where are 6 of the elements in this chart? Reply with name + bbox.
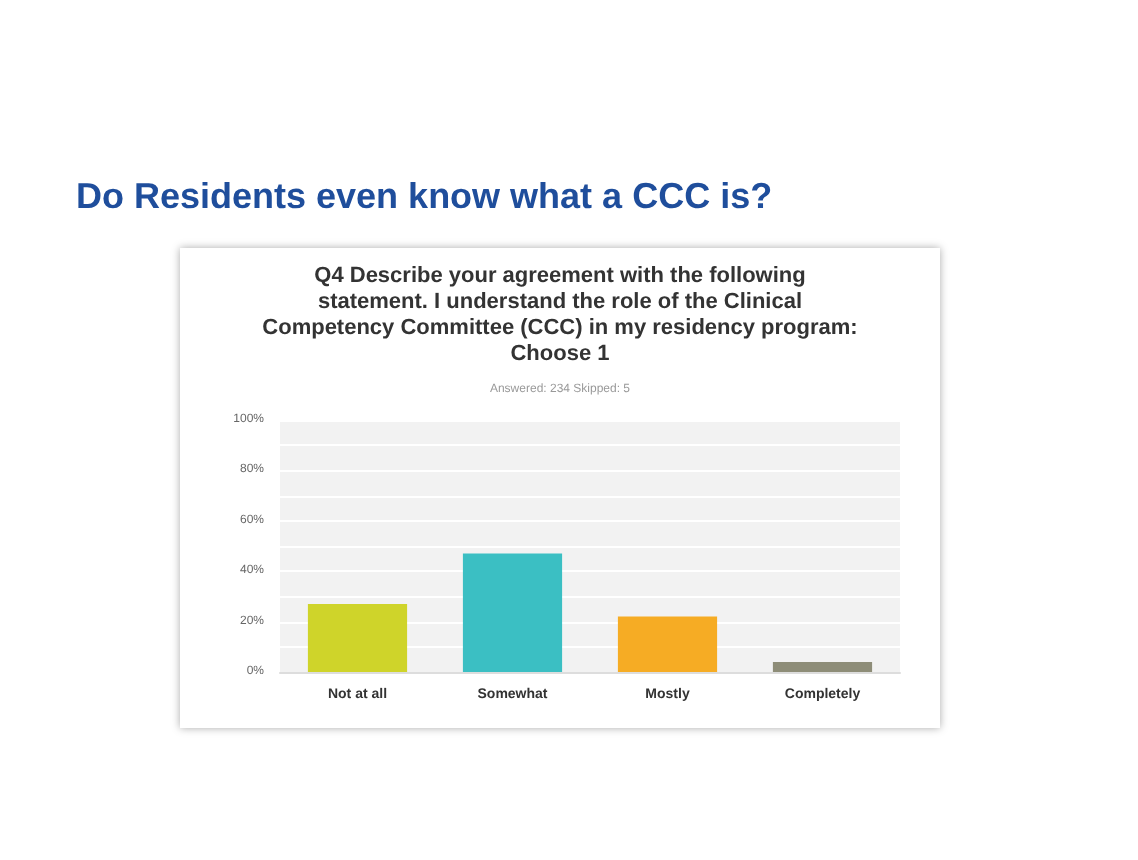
chart-subtitle: Q4 Describe your agreement with the following statement. I understand the role of the Clinical Competency Committee (CCC) in my residency program: Choose 1 <box>260 264 860 368</box>
bar <box>307 603 408 672</box>
bar <box>617 616 718 672</box>
bar <box>772 661 873 672</box>
bar <box>462 553 563 672</box>
chart-title: Do Residents even know what a CCC is? <box>76 176 773 218</box>
